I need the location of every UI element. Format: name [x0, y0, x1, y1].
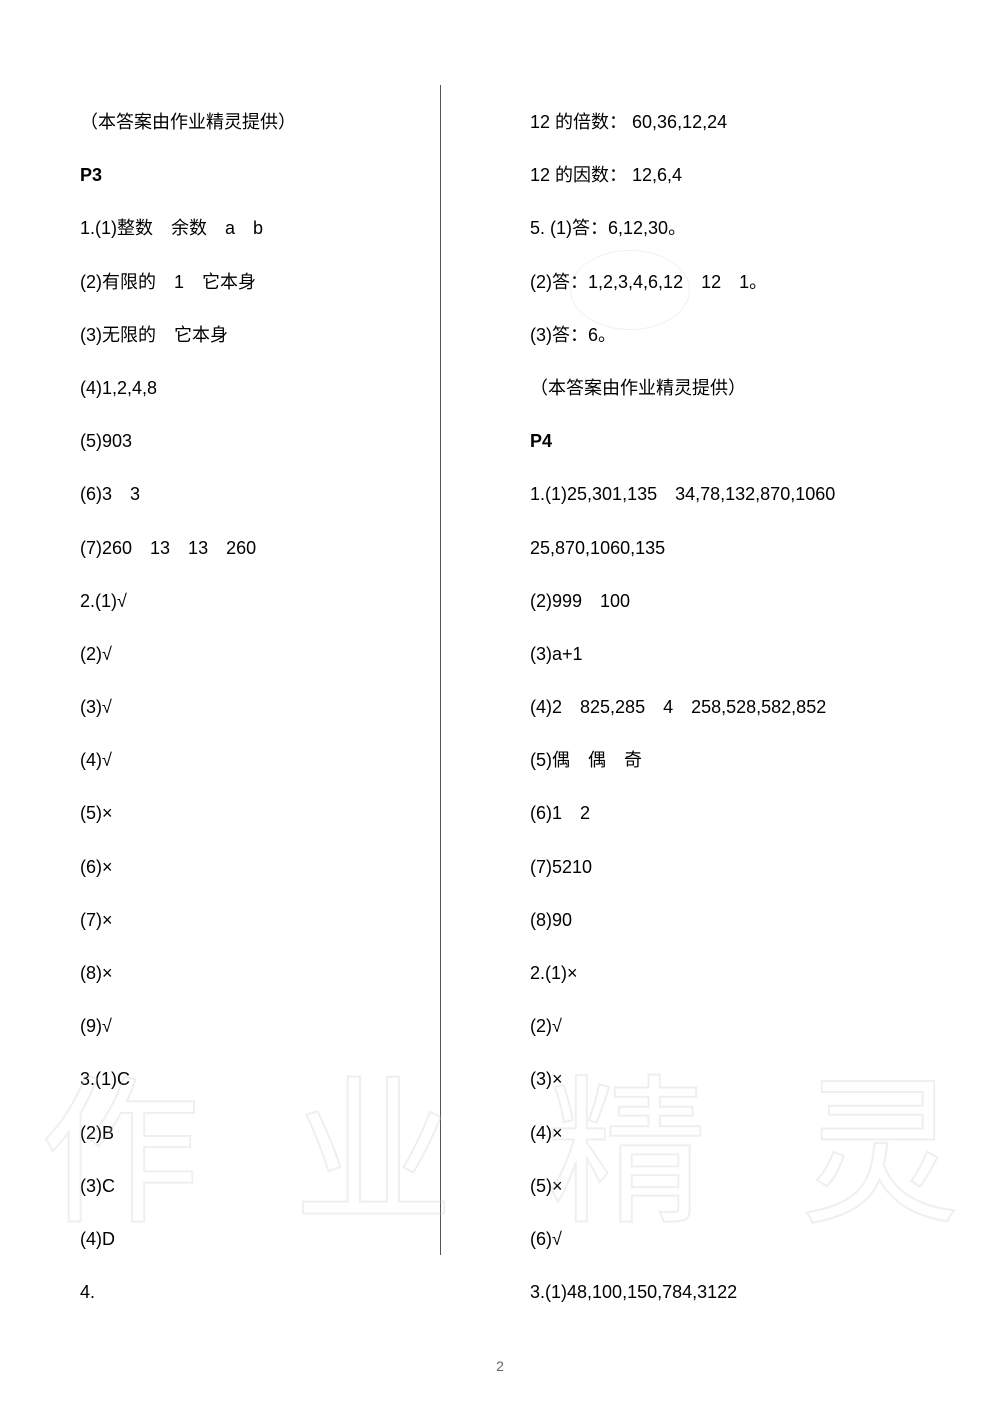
- answer-line: (9)√: [80, 1014, 470, 1039]
- answer-line: (6)3 3: [80, 482, 470, 507]
- answer-line: (3)答：6。: [530, 323, 920, 348]
- answer-line: (3)√: [80, 695, 470, 720]
- answer-line: (4)×: [530, 1121, 920, 1146]
- answer-line: (4)2 825,285 4 258,528,582,852: [530, 695, 920, 720]
- answer-line: (5)903: [80, 429, 470, 454]
- answer-line: 2.(1)×: [530, 961, 920, 986]
- answer-line: (6)×: [80, 855, 470, 880]
- answer-line: 12 的因数： 12,6,4: [530, 163, 920, 188]
- answer-line: (4)1,2,4,8: [80, 376, 470, 401]
- answer-line: (5)×: [530, 1174, 920, 1199]
- answer-line: (7)260 13 13 260: [80, 536, 470, 561]
- answer-line: (2)√: [80, 642, 470, 667]
- left-column: （本答案由作业精灵提供） P3 1.(1)整数 余数 a b (2)有限的 1 …: [0, 110, 500, 1310]
- source-note: （本答案由作业精灵提供）: [80, 110, 470, 135]
- right-column: 12 的倍数： 60,36,12,24 12 的因数： 12,6,4 5. (1…: [500, 110, 1000, 1310]
- page-number: 2: [496, 1358, 504, 1374]
- answer-line: (8)90: [530, 908, 920, 933]
- answer-line: (6)1 2: [530, 801, 920, 826]
- answer-line: 25,870,1060,135: [530, 536, 920, 561]
- answer-line: (2)有限的 1 它本身: [80, 270, 470, 295]
- answer-line: (2)999 100: [530, 589, 920, 614]
- answer-line: (3)×: [530, 1067, 920, 1092]
- content-container: （本答案由作业精灵提供） P3 1.(1)整数 余数 a b (2)有限的 1 …: [0, 110, 1000, 1310]
- answer-line: 5. (1)答：6,12,30。: [530, 216, 920, 241]
- answer-line: (4)√: [80, 748, 470, 773]
- answer-line: (6)√: [530, 1227, 920, 1252]
- answer-line: 3.(1)C: [80, 1067, 470, 1092]
- answer-line: (2)答：1,2,3,4,6,12 12 1。: [530, 270, 920, 295]
- answer-line: (3)无限的 它本身: [80, 323, 470, 348]
- answer-line: (2)√: [530, 1014, 920, 1039]
- answer-line: (8)×: [80, 961, 470, 986]
- answer-line: (7)×: [80, 908, 470, 933]
- answer-line: 1.(1)25,301,135 34,78,132,870,1060: [530, 482, 920, 507]
- answer-line: (3)a+1: [530, 642, 920, 667]
- page-heading-right: P4: [530, 429, 920, 454]
- answer-line: (5)偶 偶 奇: [530, 748, 920, 773]
- answer-line: 2.(1)√: [80, 589, 470, 614]
- column-divider: [440, 85, 441, 1255]
- answer-line: (7)5210: [530, 855, 920, 880]
- answer-line: 3.(1)48,100,150,784,3122: [530, 1280, 920, 1305]
- source-note: （本答案由作业精灵提供）: [530, 376, 920, 401]
- page-heading-left: P3: [80, 163, 470, 188]
- answer-line: (3)C: [80, 1174, 470, 1199]
- answer-line: 4.: [80, 1280, 470, 1305]
- answer-line: (2)B: [80, 1121, 470, 1146]
- answer-line: (5)×: [80, 801, 470, 826]
- answer-line: 12 的倍数： 60,36,12,24: [530, 110, 920, 135]
- answer-line: 1.(1)整数 余数 a b: [80, 216, 470, 241]
- answer-line: (4)D: [80, 1227, 470, 1252]
